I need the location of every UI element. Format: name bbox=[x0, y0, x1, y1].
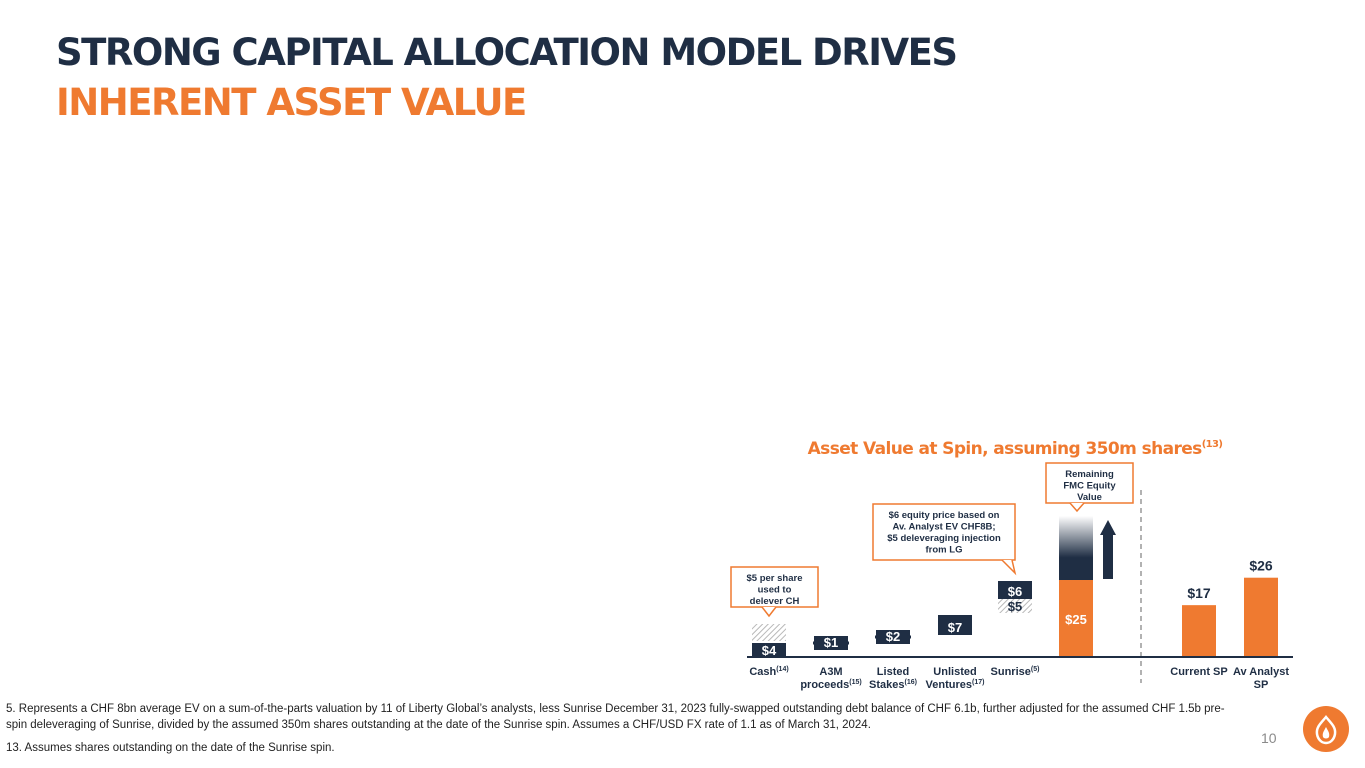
callout-cash-text: $5 per share used to delever CH bbox=[747, 573, 803, 607]
category-label: Current SP bbox=[1170, 666, 1227, 678]
category-label: Unlisted Ventures(17) bbox=[926, 666, 985, 691]
category-label: Sunrise(5) bbox=[991, 666, 1040, 678]
page-number: 10 bbox=[1261, 730, 1277, 746]
label-current-sp: $17 bbox=[1187, 585, 1211, 601]
callout-remaining-box bbox=[1045, 462, 1134, 504]
slide-title-line1: STRONG CAPITAL ALLOCATION MODEL DRIVES bbox=[56, 31, 958, 74]
category-label: Listed Stakes(16) bbox=[869, 666, 917, 691]
footnote-5: 5. Represents a CHF 8bn average EV on a … bbox=[6, 703, 1225, 731]
bar-unlisted bbox=[938, 615, 972, 635]
arrow-up-shaft-icon bbox=[1103, 533, 1113, 579]
bar-listed bbox=[876, 630, 910, 644]
bar-sunrise bbox=[998, 581, 1032, 599]
brand-logo bbox=[1303, 706, 1349, 752]
callout-cash-pointer bbox=[761, 606, 777, 618]
flame-icon bbox=[1315, 715, 1337, 745]
arrow-up-icon bbox=[1100, 520, 1116, 535]
label-sunrise-deleverage: $5 bbox=[1008, 599, 1022, 614]
label-listed: $2 bbox=[886, 629, 900, 644]
label-total: $25 bbox=[1065, 612, 1087, 627]
bar-cash-deleverage-hatch bbox=[752, 624, 786, 641]
label-cash: $4 bbox=[762, 643, 777, 658]
label-a3m: $1 bbox=[824, 635, 838, 650]
category-label: Av Analyst SP bbox=[1233, 666, 1289, 691]
bar-current-sp bbox=[1182, 605, 1216, 657]
bar-a3m bbox=[814, 636, 848, 650]
footnote-13: 13. Assumes shares outstanding on the da… bbox=[6, 742, 335, 754]
callout-remaining-text: Remaining FMC Equity Value bbox=[1063, 469, 1116, 503]
category-label: A3M proceeds(15) bbox=[800, 666, 861, 691]
bar-analyst-sp bbox=[1244, 577, 1278, 657]
chart-title: Asset Value at Spin, assuming 350m share… bbox=[808, 439, 1223, 459]
callout-sunrise-box bbox=[872, 503, 1016, 561]
bar-sunrise-deleverage-hatch bbox=[998, 599, 1032, 613]
label-unlisted: $7 bbox=[948, 620, 962, 635]
callout-remaining-pointer bbox=[1069, 502, 1085, 513]
label-sunrise: $6 bbox=[1008, 584, 1022, 599]
category-label: Cash(14) bbox=[749, 666, 788, 678]
callout-sunrise-pointer bbox=[1001, 559, 1017, 576]
bar-cash bbox=[752, 643, 786, 657]
bar-remaining-equity bbox=[1059, 516, 1093, 580]
callout-sunrise-text: $6 equity price based on Av. Analyst EV C… bbox=[887, 510, 1001, 556]
label-analyst-sp: $26 bbox=[1249, 558, 1273, 574]
slide-title-line2: INHERENT ASSET VALUE bbox=[56, 81, 527, 124]
bar-total bbox=[1059, 580, 1093, 657]
